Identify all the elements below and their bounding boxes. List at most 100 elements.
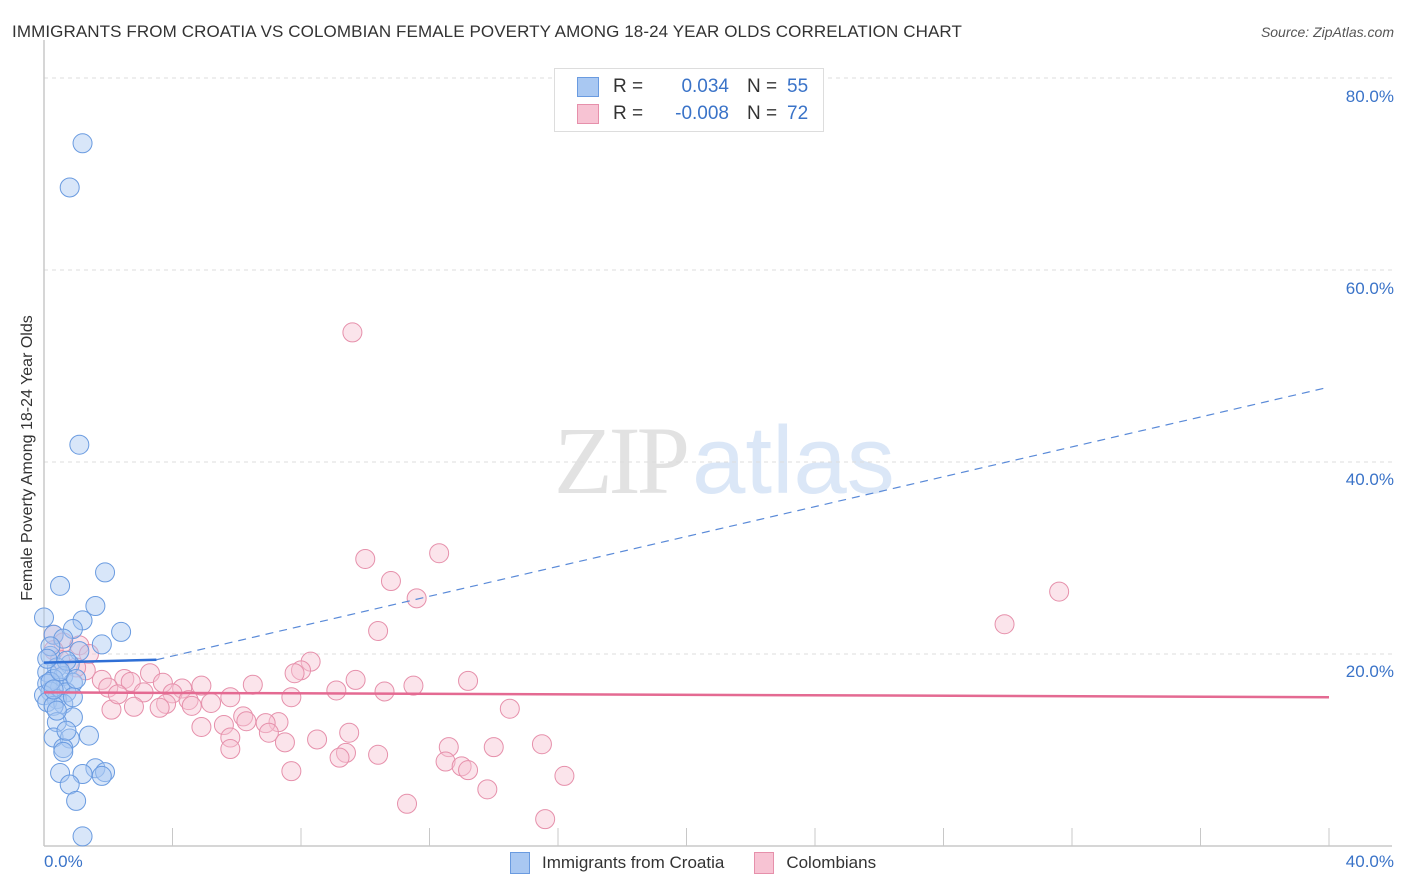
y-tick-40: 40.0%: [1345, 470, 1394, 489]
colombian-trend-line: [43, 691, 1330, 699]
colombian-point: [149, 697, 170, 718]
colombian-point: [307, 729, 328, 750]
croatia-point: [69, 434, 90, 455]
colombian-point: [451, 756, 472, 777]
correlation-legend: R = 0.034 N = 55 R = -0.008 N = 72: [554, 68, 824, 132]
colombian-point: [535, 809, 556, 830]
colombian-point: [220, 687, 241, 708]
colombian-point: [274, 732, 295, 753]
n-value: 55: [787, 76, 809, 97]
colombian-point: [531, 734, 552, 755]
colombian-point: [156, 693, 177, 714]
legend-item-croatia[interactable]: Immigrants from Croatia: [510, 852, 724, 874]
croatia-point: [78, 725, 99, 746]
croatia-point: [59, 177, 80, 198]
legend-row-croatia: R = 0.034 N = 55: [577, 75, 808, 99]
colombian-point: [284, 663, 305, 684]
colombian-point: [368, 744, 389, 765]
x-tick-min: 0.0%: [44, 852, 83, 871]
croatia-point: [43, 679, 64, 700]
colombian-point: [1049, 581, 1070, 602]
croatia-point: [95, 762, 116, 783]
chart-title: IMMIGRANTS FROM CROATIA VS COLOMBIAN FEM…: [12, 22, 962, 41]
croatia-point: [111, 621, 132, 642]
colombian-point: [342, 322, 363, 343]
y-tick-20: 20.0%: [1345, 662, 1394, 681]
y-tick-60: 60.0%: [1345, 279, 1394, 298]
croatia-point: [72, 826, 93, 847]
colombian-point: [483, 737, 504, 758]
colombian-point: [345, 669, 366, 690]
colombians-swatch-icon: [577, 104, 599, 124]
croatia-point: [85, 596, 106, 616]
watermark-atlas: atlas: [692, 407, 895, 514]
colombian-point: [123, 696, 144, 717]
croatia-point: [50, 575, 71, 596]
y-tick-80: 80.0%: [1345, 87, 1394, 106]
colombian-point: [213, 715, 234, 736]
colombian-point: [374, 681, 395, 702]
croatia-swatch-icon: [510, 852, 530, 874]
colombian-point: [236, 711, 257, 732]
colombian-point: [281, 761, 302, 782]
y-axis-label: Female Poverty Among 18-24 Year Olds: [19, 315, 36, 601]
colombian-point: [220, 727, 241, 748]
x-tick-max: 40.0%: [1345, 852, 1394, 871]
croatia-point: [91, 765, 112, 786]
legend-item-colombians[interactable]: Colombians: [754, 852, 876, 874]
colombian-point: [994, 614, 1015, 635]
croatia-point: [53, 628, 74, 649]
colombian-point: [406, 588, 427, 609]
r-label: R =: [613, 76, 644, 97]
colombian-point: [191, 716, 212, 737]
colombian-point: [191, 675, 212, 696]
colombian-point: [477, 779, 498, 800]
colombian-point: [220, 739, 241, 760]
colombian-point: [329, 747, 350, 768]
source-credit: Source: ZipAtlas.com: [1260, 24, 1394, 40]
colombian-point: [368, 620, 389, 641]
croatia-swatch-icon: [577, 77, 599, 97]
croatia-point: [62, 687, 83, 708]
croatia-point: [66, 790, 87, 811]
legend-row-colombians: R = -0.008 N = 72: [577, 102, 808, 126]
legend-label: Colombians: [786, 853, 877, 872]
r-label: R =: [613, 103, 644, 124]
n-label: N =: [747, 76, 778, 97]
series-legend: Immigrants from Croatia Colombians: [510, 852, 906, 874]
croatia-trend-dashed: [156, 386, 1330, 661]
n-value: 72: [787, 103, 809, 124]
colombian-point: [435, 751, 456, 772]
colombian-point: [499, 698, 520, 719]
r-value: -0.008: [675, 103, 729, 124]
colombian-point: [397, 793, 418, 814]
colombian-point: [458, 760, 479, 781]
croatia-point: [40, 636, 61, 657]
croatia-point: [37, 648, 58, 669]
croatia-point: [56, 720, 77, 741]
colombian-point: [101, 699, 122, 720]
colombian-point: [403, 675, 424, 696]
colombian-point: [458, 670, 479, 691]
n-label: N =: [747, 103, 778, 124]
colombian-point: [242, 674, 263, 695]
colombian-point: [91, 669, 112, 690]
r-value: 0.034: [681, 76, 729, 97]
colombian-point: [201, 692, 222, 713]
croatia-point: [66, 668, 87, 689]
croatia-point: [91, 634, 112, 655]
colombian-point: [554, 765, 575, 786]
colombians-swatch-icon: [754, 852, 775, 874]
colombian-point: [355, 548, 376, 569]
colombian-point: [178, 690, 199, 711]
colombian-point: [429, 543, 450, 564]
colombian-point: [181, 695, 202, 716]
colombian-point: [107, 684, 128, 705]
croatia-point: [53, 741, 74, 762]
legend-label: Immigrants from Croatia: [542, 853, 725, 872]
colombian-point: [326, 680, 347, 701]
colombian-point: [258, 722, 279, 743]
colombian-point: [281, 687, 302, 708]
croatia-point: [72, 133, 93, 154]
